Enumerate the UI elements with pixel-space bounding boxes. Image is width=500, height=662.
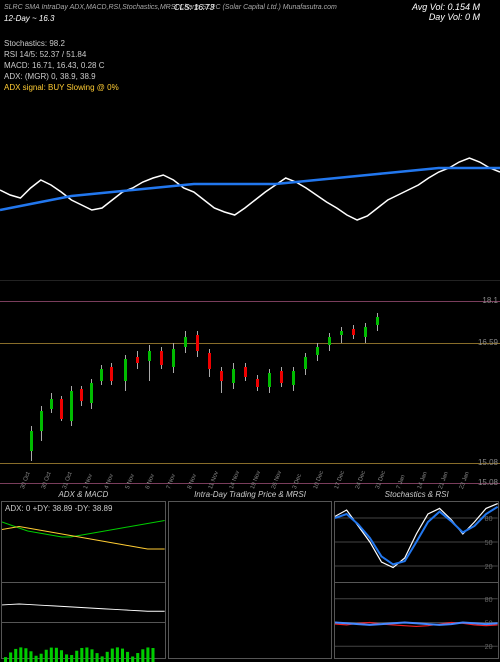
macd-label: MACD: 16.71, 16.43, 0.28 C [4, 60, 496, 71]
stoch-label: Stochastics: 98.2 [4, 38, 496, 49]
stoch-white-line [335, 504, 498, 568]
cls-label: CLS: 16.73 [174, 2, 214, 13]
panel-title: Intra-Day Trading Price & MRSI [169, 490, 332, 499]
price-line [0, 158, 500, 220]
rsi-label: RSI 14/5: 52.37 / 51.84 [4, 49, 496, 60]
svg-text:80: 80 [485, 597, 493, 604]
bottom-panels: ADX & MACD ADX: 0 +DY: 38.89 -DY: 38.89 … [0, 500, 500, 660]
svg-text:20: 20 [485, 564, 493, 571]
rsi-sub: 205080 [335, 582, 498, 662]
adx-macd-panel: ADX & MACD ADX: 0 +DY: 38.89 -DY: 38.89 [1, 501, 166, 659]
panel-title: Stochastics & RSI [335, 490, 498, 499]
avg-vol-label: Avg Vol: 0.154 M [412, 2, 480, 12]
top-chart [0, 80, 500, 270]
candle-chart: 18.116.5915.0815.08 30 Oct30 Oct31 Oct1 … [0, 280, 500, 500]
panel-title: ADX & MACD [2, 490, 165, 499]
sub-line [2, 604, 165, 611]
header-right: Avg Vol: 0.154 M Day Vol: 0 M [412, 2, 480, 22]
adx-line-1 [2, 521, 165, 538]
stoch-blue-line [335, 507, 498, 565]
svg-text:50: 50 [485, 540, 493, 547]
svg-text:80: 80 [485, 516, 493, 523]
intraday-panel: Intra-Day Trading Price & MRSI [168, 501, 333, 659]
svg-text:20: 20 [485, 644, 493, 651]
adx-sub1 [2, 582, 165, 622]
stoch-sub: 20 50 80 [335, 502, 498, 582]
stochastics-rsi-panel: Stochastics & RSI 205080 205080 [334, 501, 499, 659]
day-vol-label: Day Vol: 0 M [412, 12, 480, 22]
adx-line-2 [2, 527, 165, 550]
adx-sub2 [2, 622, 165, 662]
